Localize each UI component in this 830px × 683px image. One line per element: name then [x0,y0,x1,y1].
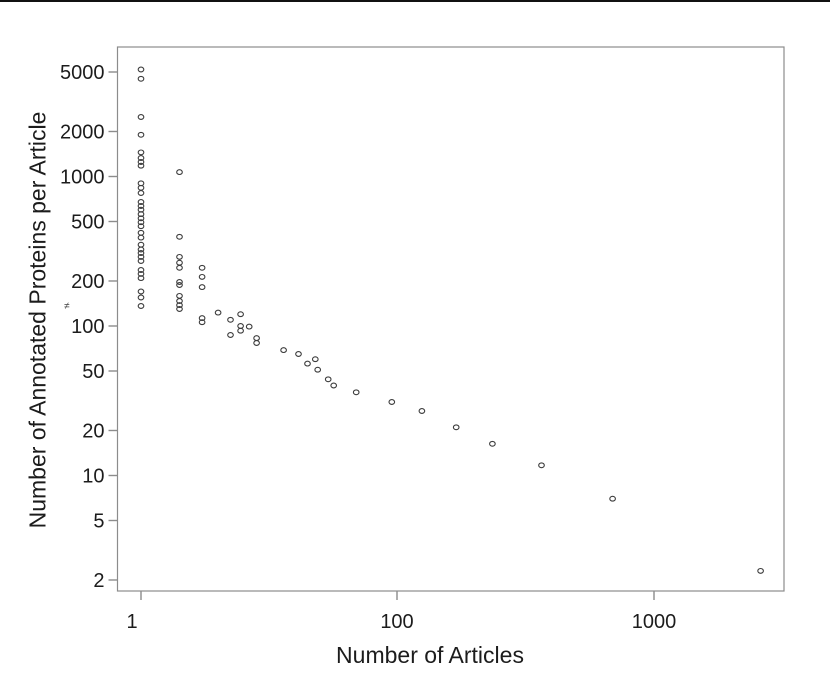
y-tick-label: 50 [82,361,104,383]
data-point [137,199,145,205]
data-point [137,246,145,253]
top-divider [0,0,830,2]
data-point [324,376,332,383]
data-point [176,298,183,304]
data-point [253,340,260,346]
data-point [198,273,206,280]
y-tick-label: 5000 [60,62,105,84]
data-point [137,114,145,120]
data-point [227,316,234,323]
data-point [137,215,145,222]
data-point [198,319,206,326]
data-point [311,356,319,363]
y-tick-label: 20 [82,420,104,442]
data-point [253,335,260,342]
data-point [137,234,145,241]
data-point [137,253,145,260]
data-point [137,162,145,169]
data-point [198,264,206,271]
data-point [176,279,183,285]
data-point [330,382,338,389]
data-point [137,258,145,264]
y-axis-title: Number of Annotated Proteins per Article [24,111,51,529]
x-tick-label: 1000 [632,611,677,633]
data-point [176,169,183,176]
data-point [137,267,145,273]
data-point [137,270,145,277]
data-point [237,327,244,334]
data-point [198,315,206,322]
data-point [237,311,244,318]
y-tick-label: 10 [82,465,104,487]
data-point [137,159,145,165]
data-point [227,332,234,338]
data-point [137,275,145,282]
data-point [137,190,145,196]
x-tick-label: 1 [126,611,137,633]
data-point [198,284,206,291]
data-point [137,131,145,138]
data-point [176,292,183,299]
data-point [237,323,244,329]
stray-mark: ≠ [64,301,69,312]
data-point [137,211,145,218]
y-tick-label: 5 [93,511,104,533]
data-point [452,424,460,431]
data-point [137,250,145,256]
data-point [280,347,287,354]
y-tick-label: 200 [71,271,104,293]
data-point [137,229,145,236]
data-point [295,351,302,357]
y-tick-label: 2 [93,570,104,592]
data-point [176,264,183,271]
plot-frame [116,46,785,592]
x-tick-label: 100 [380,611,413,633]
y-tick-label: 2000 [60,121,105,143]
y-tick-label: 1000 [60,166,105,188]
data-point [176,282,183,288]
y-tick-label: 100 [71,316,104,338]
data-point [137,149,145,156]
data-point [489,440,496,447]
data-point [137,223,145,230]
y-tick-label: 500 [71,212,104,234]
data-point [137,66,145,73]
data-point [538,462,545,469]
data-point [137,294,145,301]
data-point [418,408,426,414]
data-point [757,567,764,574]
data-point [137,219,145,226]
data-point [176,306,183,312]
data-point [137,241,145,248]
x-axis-title: Number of Articles [336,642,524,668]
data-point [214,309,222,316]
data-point [245,323,253,330]
data-point [176,233,183,240]
data-point [176,302,183,309]
data-point [137,203,145,209]
data-point [137,155,145,161]
data-point [137,288,145,295]
data-point [137,303,145,309]
data-point [176,253,183,260]
data-point [609,495,616,502]
data-point [352,389,360,396]
data-point [388,399,396,405]
data-point [304,360,311,367]
data-point [176,259,183,266]
data-point [137,75,145,82]
data-point [314,366,322,373]
